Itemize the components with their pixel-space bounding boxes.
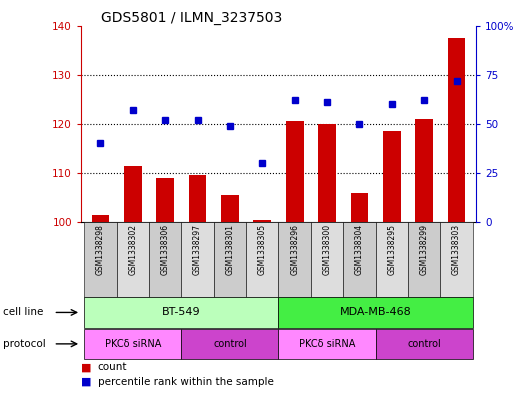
FancyBboxPatch shape xyxy=(84,329,181,359)
Text: GSM1338301: GSM1338301 xyxy=(225,224,234,275)
FancyBboxPatch shape xyxy=(149,222,181,297)
Text: GSM1338303: GSM1338303 xyxy=(452,224,461,275)
Bar xyxy=(286,121,303,222)
Text: GSM1338304: GSM1338304 xyxy=(355,224,364,275)
Bar xyxy=(221,195,239,222)
Text: ■: ■ xyxy=(81,377,92,387)
Text: PKCδ siRNA: PKCδ siRNA xyxy=(105,339,161,349)
Text: GSM1338295: GSM1338295 xyxy=(387,224,396,275)
Text: count: count xyxy=(98,362,127,373)
Text: GSM1338305: GSM1338305 xyxy=(258,224,267,275)
FancyBboxPatch shape xyxy=(278,298,473,327)
Bar xyxy=(415,119,433,222)
Bar xyxy=(124,165,142,222)
Bar xyxy=(318,124,336,222)
Text: PKCδ siRNA: PKCδ siRNA xyxy=(299,339,355,349)
Bar xyxy=(254,220,271,222)
FancyBboxPatch shape xyxy=(278,222,311,297)
FancyBboxPatch shape xyxy=(278,329,376,359)
FancyBboxPatch shape xyxy=(214,222,246,297)
Bar xyxy=(350,193,368,222)
Text: cell line: cell line xyxy=(3,307,43,318)
Text: GSM1338298: GSM1338298 xyxy=(96,224,105,275)
Text: BT-549: BT-549 xyxy=(162,307,201,318)
FancyBboxPatch shape xyxy=(84,222,117,297)
FancyBboxPatch shape xyxy=(246,222,278,297)
Text: protocol: protocol xyxy=(3,339,46,349)
Text: GSM1338300: GSM1338300 xyxy=(323,224,332,275)
Bar xyxy=(448,38,465,222)
FancyBboxPatch shape xyxy=(117,222,149,297)
FancyBboxPatch shape xyxy=(181,222,214,297)
FancyBboxPatch shape xyxy=(343,222,376,297)
Text: GSM1338306: GSM1338306 xyxy=(161,224,170,275)
Text: GDS5801 / ILMN_3237503: GDS5801 / ILMN_3237503 xyxy=(101,11,282,24)
Bar xyxy=(189,175,207,222)
Text: GSM1338296: GSM1338296 xyxy=(290,224,299,275)
Bar xyxy=(383,131,401,222)
Text: percentile rank within the sample: percentile rank within the sample xyxy=(98,377,274,387)
FancyBboxPatch shape xyxy=(376,222,408,297)
FancyBboxPatch shape xyxy=(376,329,473,359)
FancyBboxPatch shape xyxy=(84,298,278,327)
Text: control: control xyxy=(213,339,247,349)
Text: GSM1338299: GSM1338299 xyxy=(419,224,429,275)
FancyBboxPatch shape xyxy=(408,222,440,297)
Text: ■: ■ xyxy=(81,362,92,373)
Text: MDA-MB-468: MDA-MB-468 xyxy=(340,307,412,318)
Text: GSM1338302: GSM1338302 xyxy=(128,224,138,275)
FancyBboxPatch shape xyxy=(181,329,278,359)
Bar xyxy=(92,215,109,222)
FancyBboxPatch shape xyxy=(311,222,343,297)
FancyBboxPatch shape xyxy=(440,222,473,297)
Bar xyxy=(156,178,174,222)
Text: GSM1338297: GSM1338297 xyxy=(193,224,202,275)
Text: control: control xyxy=(407,339,441,349)
